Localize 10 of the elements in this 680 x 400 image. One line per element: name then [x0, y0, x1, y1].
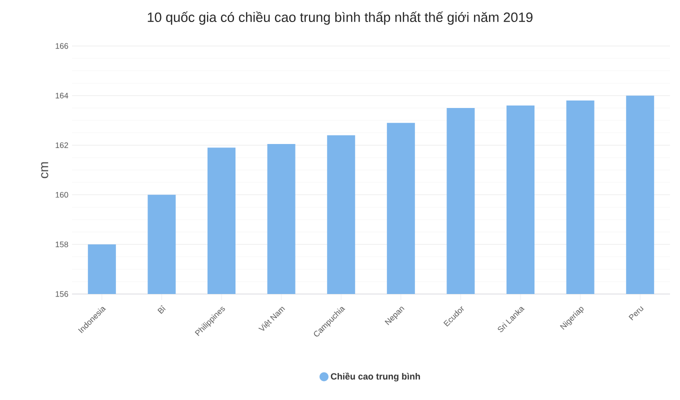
y-tick-label: 166 [56, 43, 68, 49]
x-tick-label: Bỉ [158, 305, 166, 314]
chart-title: 10 quốc gia có chiều cao trung bình thấp nhất thế giới năm 2019 [148, 12, 532, 25]
y-axis-title: cm [41, 162, 48, 178]
y-tick-label: 162 [56, 142, 68, 148]
y-tick-label: 156 [56, 291, 68, 297]
legend-label: Chiều cao trung bình [330, 372, 420, 382]
y-tick-label: 158 [56, 242, 68, 248]
y-tick-label: 164 [56, 92, 68, 98]
y-tick-label: 160 [56, 192, 68, 198]
